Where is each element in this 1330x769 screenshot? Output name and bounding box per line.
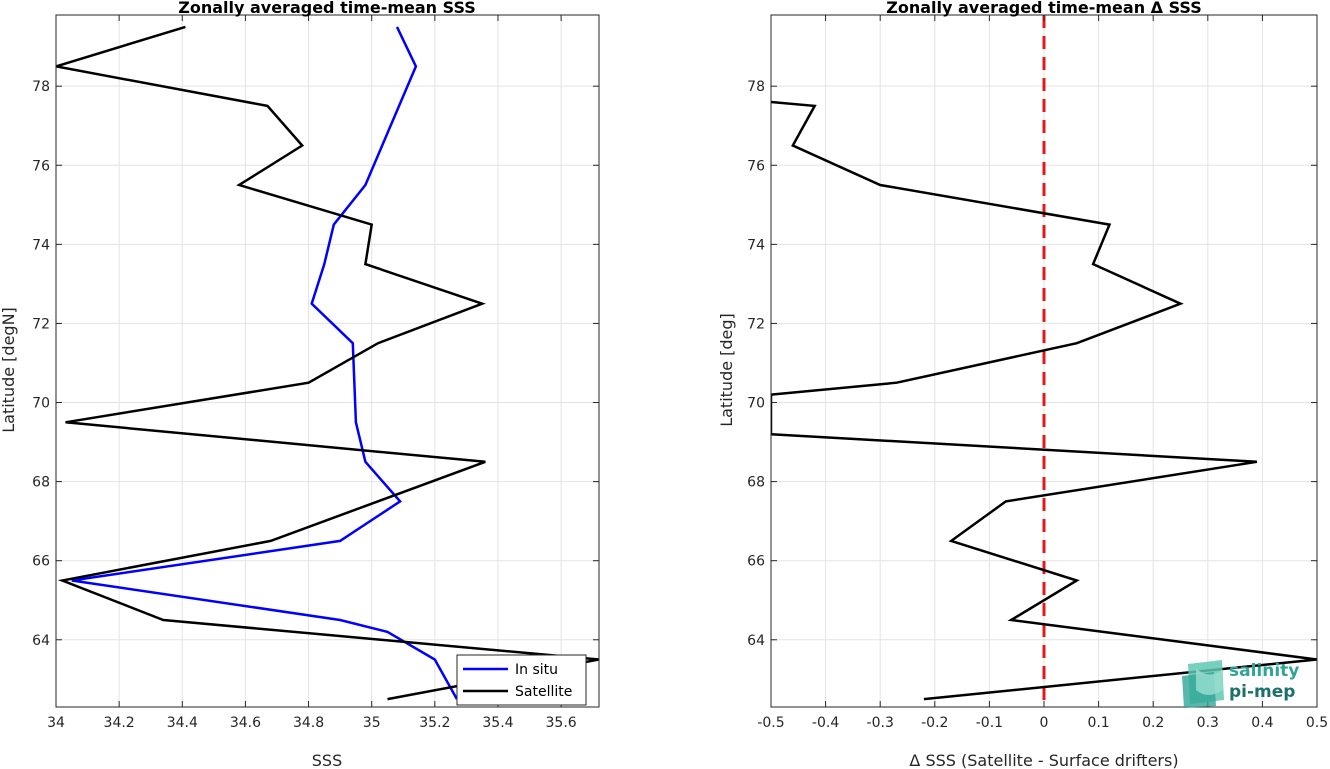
y-tick-label: 78	[32, 79, 50, 95]
y-tick-label: 72	[32, 316, 50, 332]
y-axis-label: Latitude [deg]	[717, 313, 736, 427]
delta-sss-panel: -0.5 -0.4 -0.3 -0.2 -0.1 0 0.1 0.2 0.3 0.4 0.5 64 66…	[717, 0, 1328, 769]
x-tick-label: 0.2	[1142, 715, 1164, 731]
series-line-in-situ	[71, 26, 458, 700]
series-lines	[771, 15, 1317, 707]
legend-label-satellite: Satellite	[515, 684, 572, 700]
x-tick-label: -0.4	[812, 715, 839, 731]
y-tick-label: 72	[747, 316, 765, 332]
y-tick-label: 70	[32, 396, 50, 412]
y-tick-label: 66	[32, 554, 50, 570]
x-tick-label: 34.6	[230, 715, 261, 731]
x-tick-label: -0.3	[867, 715, 894, 731]
x-tick-label: -0.1	[976, 715, 1003, 731]
sss-panel: 34 34.2 34.4 34.6 34.8 35 35.2 35.4 35.6 64 66 68 70…	[0, 0, 600, 769]
x-tick-label: 35.2	[419, 715, 450, 731]
x-tick-label: 34.2	[104, 715, 135, 731]
series-line-delta-sss	[771, 100, 1317, 701]
x-tick-label: 35	[363, 715, 381, 731]
x-tick-label: 34.8	[293, 715, 324, 731]
plot-area	[56, 15, 599, 707]
y-tick-label: 68	[32, 475, 50, 491]
x-tick-label: 0.5	[1306, 715, 1328, 731]
axis-ticks: 34 34.2 34.4 34.6 34.8 35 35.2 35.4 35.6 64 66 68 70…	[32, 15, 599, 731]
y-tick-label: 74	[32, 237, 50, 253]
x-axis-label: SSS	[312, 751, 342, 769]
y-tick-label: 74	[747, 237, 765, 253]
y-tick-label: 66	[747, 554, 765, 570]
chart-title: Zonally averaged time-mean SSS	[178, 0, 476, 17]
axes-box	[55, 14, 600, 708]
grid	[55, 15, 599, 707]
y-tick-label: 70	[747, 396, 765, 412]
chart-title: Zonally averaged time-mean Δ SSS	[886, 0, 1202, 17]
logo-text-pi-mep: pi-mep	[1229, 682, 1295, 702]
series-lines	[56, 25, 599, 701]
x-axis-label: Δ SSS (Satellite - Surface drifters)	[909, 751, 1178, 769]
x-tick-label: 34.4	[167, 715, 198, 731]
x-tick-label: -0.2	[921, 715, 948, 731]
legend: In situ Satellite	[456, 654, 587, 706]
y-tick-label: 68	[747, 475, 765, 491]
x-tick-label: 35.4	[482, 715, 513, 731]
y-tick-label: 76	[32, 158, 50, 174]
y-tick-label: 78	[747, 79, 765, 95]
x-tick-label: 0	[1040, 715, 1049, 731]
x-tick-label: 0.1	[1087, 715, 1109, 731]
logo-text-salinity: salinity	[1229, 661, 1299, 681]
y-tick-label: 64	[747, 633, 765, 649]
salinity-pi-mep-logo: salinity pi-mep	[1182, 660, 1299, 708]
y-tick-label: 64	[32, 633, 50, 649]
legend-box	[456, 654, 587, 706]
x-tick-label: 0.4	[1251, 715, 1273, 731]
x-tick-label: 34	[47, 715, 65, 731]
y-axis-label: Latitude [degN]	[0, 307, 18, 433]
axis-ticks: -0.5 -0.4 -0.3 -0.2 -0.1 0 0.1 0.2 0.3 0.4 0.5 64 66…	[747, 15, 1328, 731]
x-tick-label: 35.6	[546, 715, 577, 731]
x-tick-label: -0.5	[757, 715, 784, 731]
x-tick-label: 0.3	[1197, 715, 1219, 731]
series-line-satellite	[56, 25, 599, 701]
y-tick-label: 76	[747, 158, 765, 174]
logo-wave-icon-3	[1196, 668, 1223, 695]
legend-label-in-situ: In situ	[515, 662, 558, 678]
